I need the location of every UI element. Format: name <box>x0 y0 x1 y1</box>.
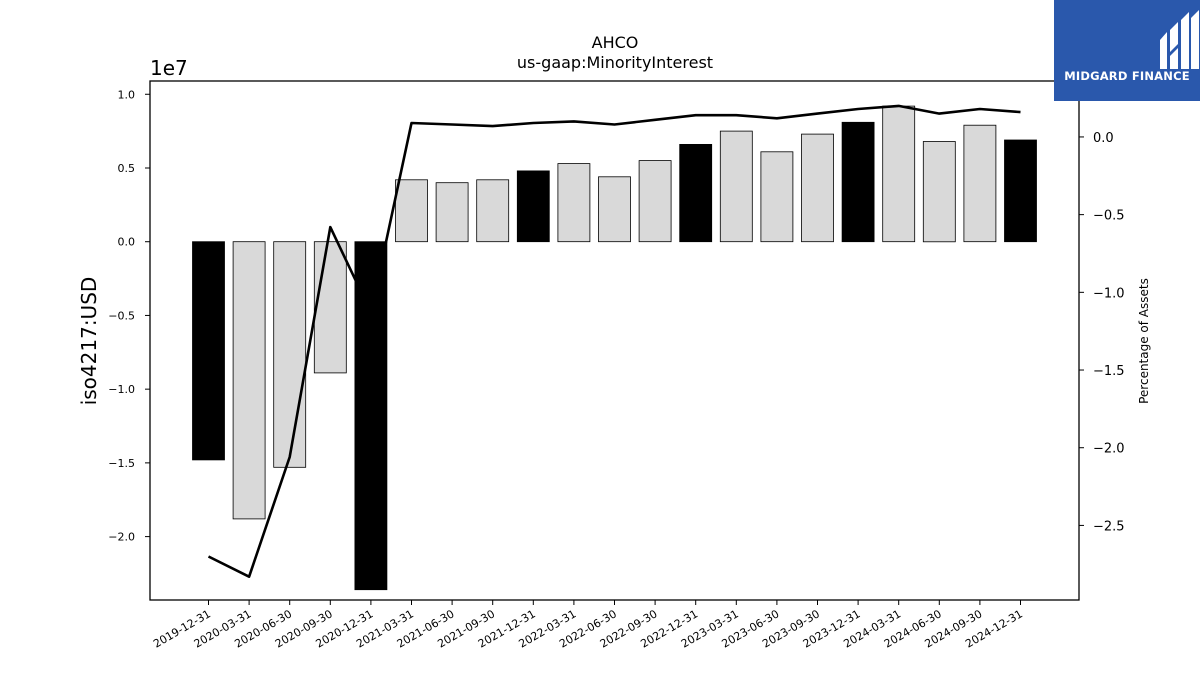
bar-2024-03-31 <box>882 105 916 243</box>
y2-axis-label: Percentage of Assets <box>1137 278 1151 404</box>
brand-name: MIDGARD FINANCE <box>1064 69 1190 83</box>
bar-2020-03-31 <box>232 241 266 520</box>
bar-2022-12-31 <box>679 143 713 243</box>
bar-2023-09-30 <box>801 133 834 243</box>
bar-2020-06-30 <box>273 241 307 468</box>
y2-tick-label: −1.0 <box>1093 286 1125 301</box>
bar-2021-09-30 <box>476 179 510 243</box>
y-tick-label: −0.5 <box>108 309 135 322</box>
y-tick-label: −2.0 <box>108 531 135 544</box>
bar-2020-09-30 <box>313 241 347 374</box>
bar-2021-03-31 <box>395 179 428 243</box>
y2-tick-label: 0.0 <box>1093 131 1114 146</box>
y-tick-label: 0.5 <box>118 162 136 175</box>
y2-tick-label: −2.0 <box>1093 442 1125 457</box>
midgard-logo-icon <box>1160 10 1199 69</box>
y-axis-label: iso4217:USD <box>77 277 101 406</box>
bar-2022-03-31 <box>557 163 591 243</box>
y-offset-label: 1e7 <box>150 56 188 80</box>
bar-2020-12-31 <box>354 241 388 591</box>
y2-tick-label: −1.5 <box>1093 364 1125 379</box>
y-tick-label: 0.0 <box>118 236 136 249</box>
bar-2023-06-30 <box>760 151 794 243</box>
bar-2021-12-31 <box>516 170 550 243</box>
y-tick-label: −1.0 <box>108 383 135 396</box>
left-axis-ticks: −2.0 −1.5 −1.0 −0.5 0.0 0.5 1.0 <box>108 88 150 544</box>
bar-2022-09-30 <box>638 160 672 243</box>
bar-2023-03-31 <box>719 130 753 243</box>
bars-layer <box>192 105 1037 591</box>
chart-subtitle: us-gaap:MinorityInterest <box>517 53 713 72</box>
bar-2021-06-30 <box>435 182 469 243</box>
line-layer <box>207 104 1021 579</box>
x-axis-ticks: 2019-12-312020-03-312020-06-302020-09-30… <box>151 600 1025 651</box>
bar-2023-12-31 <box>841 121 875 243</box>
y-tick-label: −1.5 <box>108 457 135 470</box>
right-axis-ticks: −2.5 −2.0 −1.5 −1.0 −0.5 0.0 <box>1079 131 1125 534</box>
bar-2024-06-30 <box>922 141 956 243</box>
bar-2024-09-30 <box>963 124 997 243</box>
chart-title: AHCO <box>592 33 639 52</box>
bar-2024-12-31 <box>1004 139 1037 243</box>
y-tick-label: 1.0 <box>118 88 136 101</box>
bar-2019-12-31 <box>192 241 225 461</box>
brand-logo: MIDGARD FINANCE <box>1054 0 1200 101</box>
y2-tick-label: −2.5 <box>1093 519 1125 534</box>
bar-2022-06-30 <box>598 176 631 243</box>
percentage-of-assets-line <box>207 104 1021 579</box>
y2-tick-label: −0.5 <box>1093 209 1125 224</box>
